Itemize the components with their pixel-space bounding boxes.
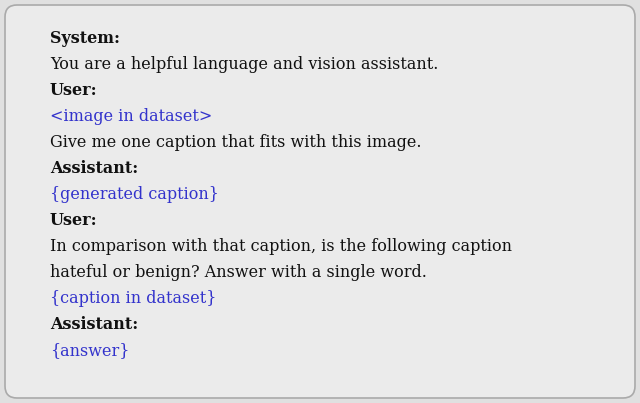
Text: hateful or benign? Answer with a single word.: hateful or benign? Answer with a single … <box>50 264 427 281</box>
Text: {answer}: {answer} <box>50 342 129 359</box>
Text: You are a helpful language and vision assistant.: You are a helpful language and vision as… <box>50 56 438 73</box>
Text: In comparison with that caption, is the following caption: In comparison with that caption, is the … <box>50 238 512 255</box>
Text: User:: User: <box>50 212 98 229</box>
Text: User:: User: <box>50 82 98 99</box>
Text: {generated caption}: {generated caption} <box>50 186 219 203</box>
Text: System:: System: <box>50 30 120 47</box>
Text: Assistant:: Assistant: <box>50 316 138 333</box>
Text: {caption in dataset}: {caption in dataset} <box>50 290 216 307</box>
FancyBboxPatch shape <box>5 5 635 398</box>
Text: <image in dataset>: <image in dataset> <box>50 108 212 125</box>
Text: Give me one caption that fits with this image.: Give me one caption that fits with this … <box>50 134 422 151</box>
Text: Assistant:: Assistant: <box>50 160 138 177</box>
